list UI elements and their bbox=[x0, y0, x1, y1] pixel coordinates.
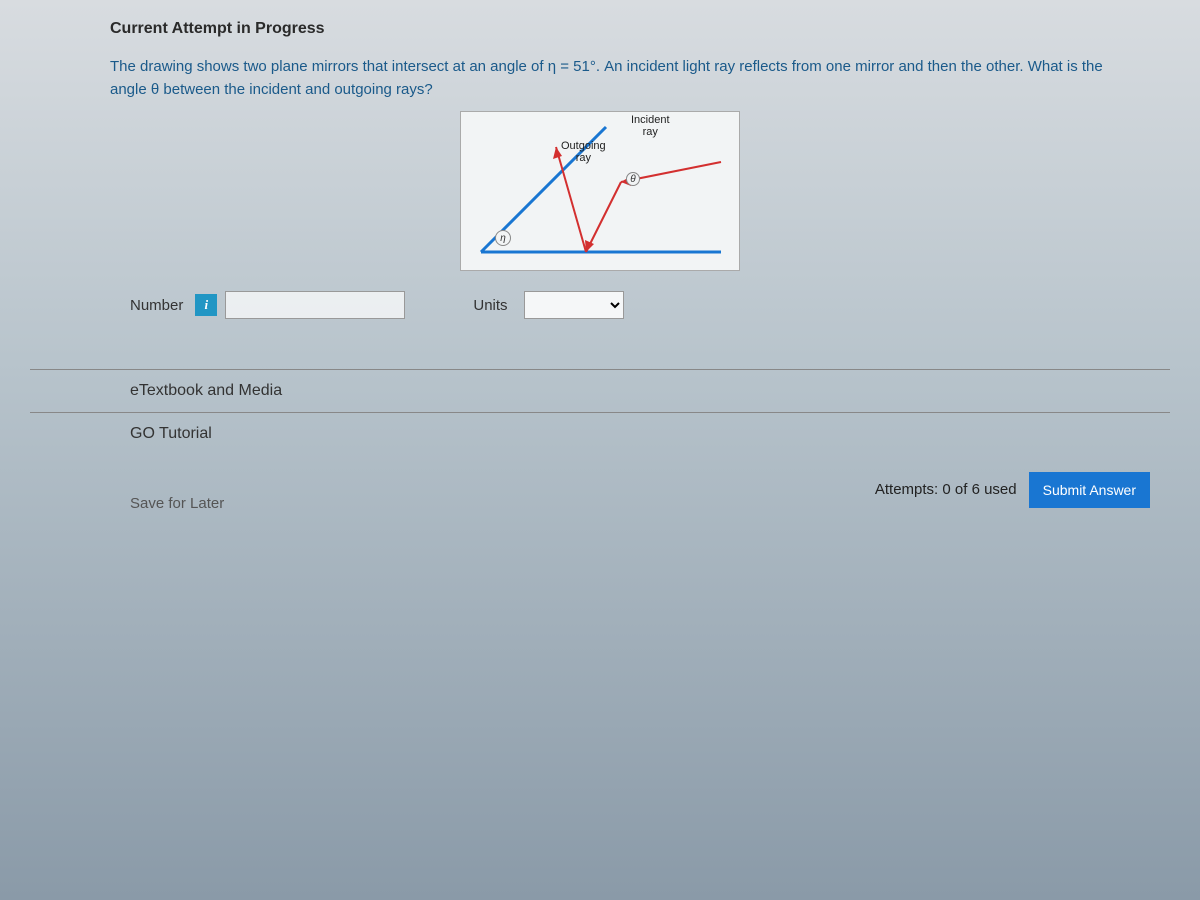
right-actions: Attempts: 0 of 6 used Submit Answer bbox=[875, 472, 1150, 508]
problem-statement: The drawing shows two plane mirrors that… bbox=[30, 56, 1170, 101]
number-label: Number bbox=[130, 297, 183, 314]
number-input[interactable] bbox=[225, 291, 405, 319]
etextbook-media-link[interactable]: eTextbook and Media bbox=[30, 369, 1170, 412]
theta-symbol: θ bbox=[626, 172, 640, 186]
outgoing-ray-label: Outgoing ray bbox=[561, 140, 606, 164]
submit-answer-button[interactable]: Submit Answer bbox=[1029, 472, 1150, 508]
answer-input-row: Number i Units bbox=[30, 291, 1170, 319]
mirror-diagram: Incident ray Outgoing ray η θ bbox=[460, 111, 740, 271]
incident-ray-label: Incident ray bbox=[631, 114, 670, 138]
attempts-counter: Attempts: 0 of 6 used bbox=[875, 481, 1017, 498]
eta-symbol: η bbox=[495, 230, 511, 246]
units-label: Units bbox=[473, 297, 507, 314]
diagram-svg bbox=[461, 112, 741, 272]
go-tutorial-link[interactable]: GO Tutorial bbox=[30, 412, 1170, 455]
info-icon[interactable]: i bbox=[195, 294, 217, 316]
units-select[interactable] bbox=[524, 291, 624, 319]
save-for-later-link[interactable]: Save for Later bbox=[130, 495, 224, 512]
attempt-status-title: Current Attempt in Progress bbox=[30, 20, 1170, 38]
footer-row: Save for Later Attempts: 0 of 6 used Sub… bbox=[30, 455, 1170, 512]
